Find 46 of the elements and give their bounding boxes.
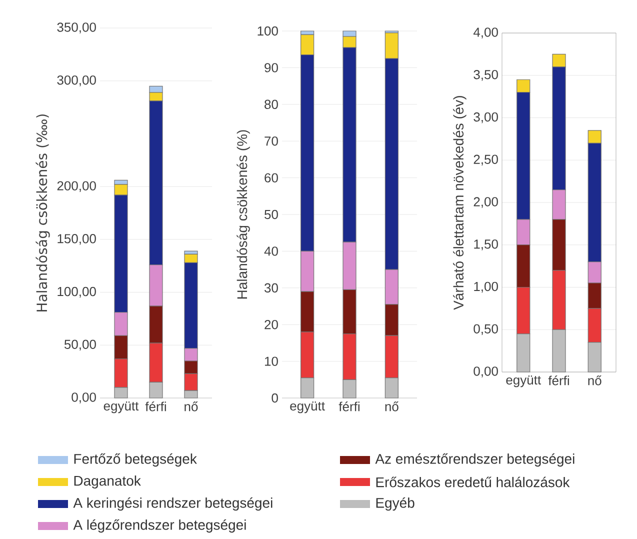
y-tick-label: 20 [264, 320, 278, 330]
y-tick-label: 3,00 [474, 112, 498, 124]
y-tick-label: 90 [264, 63, 278, 72]
y-tick-label: 70 [264, 136, 278, 146]
y-tick-label: 0,00 [72, 392, 96, 404]
legend-label: Daganatok [74, 475, 141, 489]
x-tick-label: együtt [506, 376, 541, 388]
y-tick-label: 2,00 [474, 197, 498, 208]
x-tick-label: férfi [338, 402, 360, 412]
y-axis-title: Várható élettartam növekedés (év) [453, 96, 466, 310]
y-tick-label: 0 [272, 393, 278, 403]
y-axis-title: Halandóság csökkenés (‱) [36, 114, 50, 312]
y-tick-label: 100,00 [58, 286, 96, 298]
y-tick-label: 30 [264, 283, 278, 292]
x-tick-label: együtt [290, 402, 325, 414]
y-tick-label: 4,00 [473, 28, 498, 38]
y-tick-label: 150,00 [58, 234, 96, 245]
y-tick-label: 80 [264, 100, 278, 109]
y-axis-title: Halandóság csökkenés (%) [236, 130, 250, 299]
y-tick-label: 100 [258, 26, 278, 36]
y-tick-label: 0,00 [474, 366, 498, 378]
y-tick-label: 3,50 [474, 70, 498, 81]
y-tick-label: 10 [265, 356, 278, 366]
y-tick-label: 200,00 [57, 181, 96, 192]
x-tick-label: férfi [548, 376, 569, 386]
y-tick-label: 300,00 [57, 75, 96, 86]
legend-label: A légzőrendszer betegségei [73, 519, 246, 533]
legend-label: A keringési rendszer betegségei [73, 497, 272, 511]
legend-label: Erőszakos eredetű halálozások [376, 476, 570, 488]
y-tick-label: 50 [264, 210, 278, 220]
x-tick-label: nő [588, 376, 602, 386]
x-tick-label: nő [184, 402, 198, 412]
x-tick-label: nő [385, 402, 398, 412]
y-tick-label: 0,50 [474, 324, 498, 335]
y-tick-label: 1,00 [474, 282, 498, 293]
y-tick-label: 50,00 [64, 340, 96, 351]
y-tick-label: 2,50 [474, 154, 498, 166]
y-tick-label: 40 [264, 246, 278, 256]
x-tick-label: együtt [104, 402, 139, 414]
y-tick-label: 60 [264, 173, 278, 182]
y-tick-label: 1,50 [474, 240, 498, 250]
legend-label: Az emésztőrendszer betegségei [375, 453, 574, 467]
x-tick-label: férfi [145, 402, 166, 412]
y-tick-label: 350,00 [57, 22, 96, 34]
legend-label: Fertőző betegségek [74, 453, 197, 467]
legend-label: Egyéb [376, 497, 414, 511]
